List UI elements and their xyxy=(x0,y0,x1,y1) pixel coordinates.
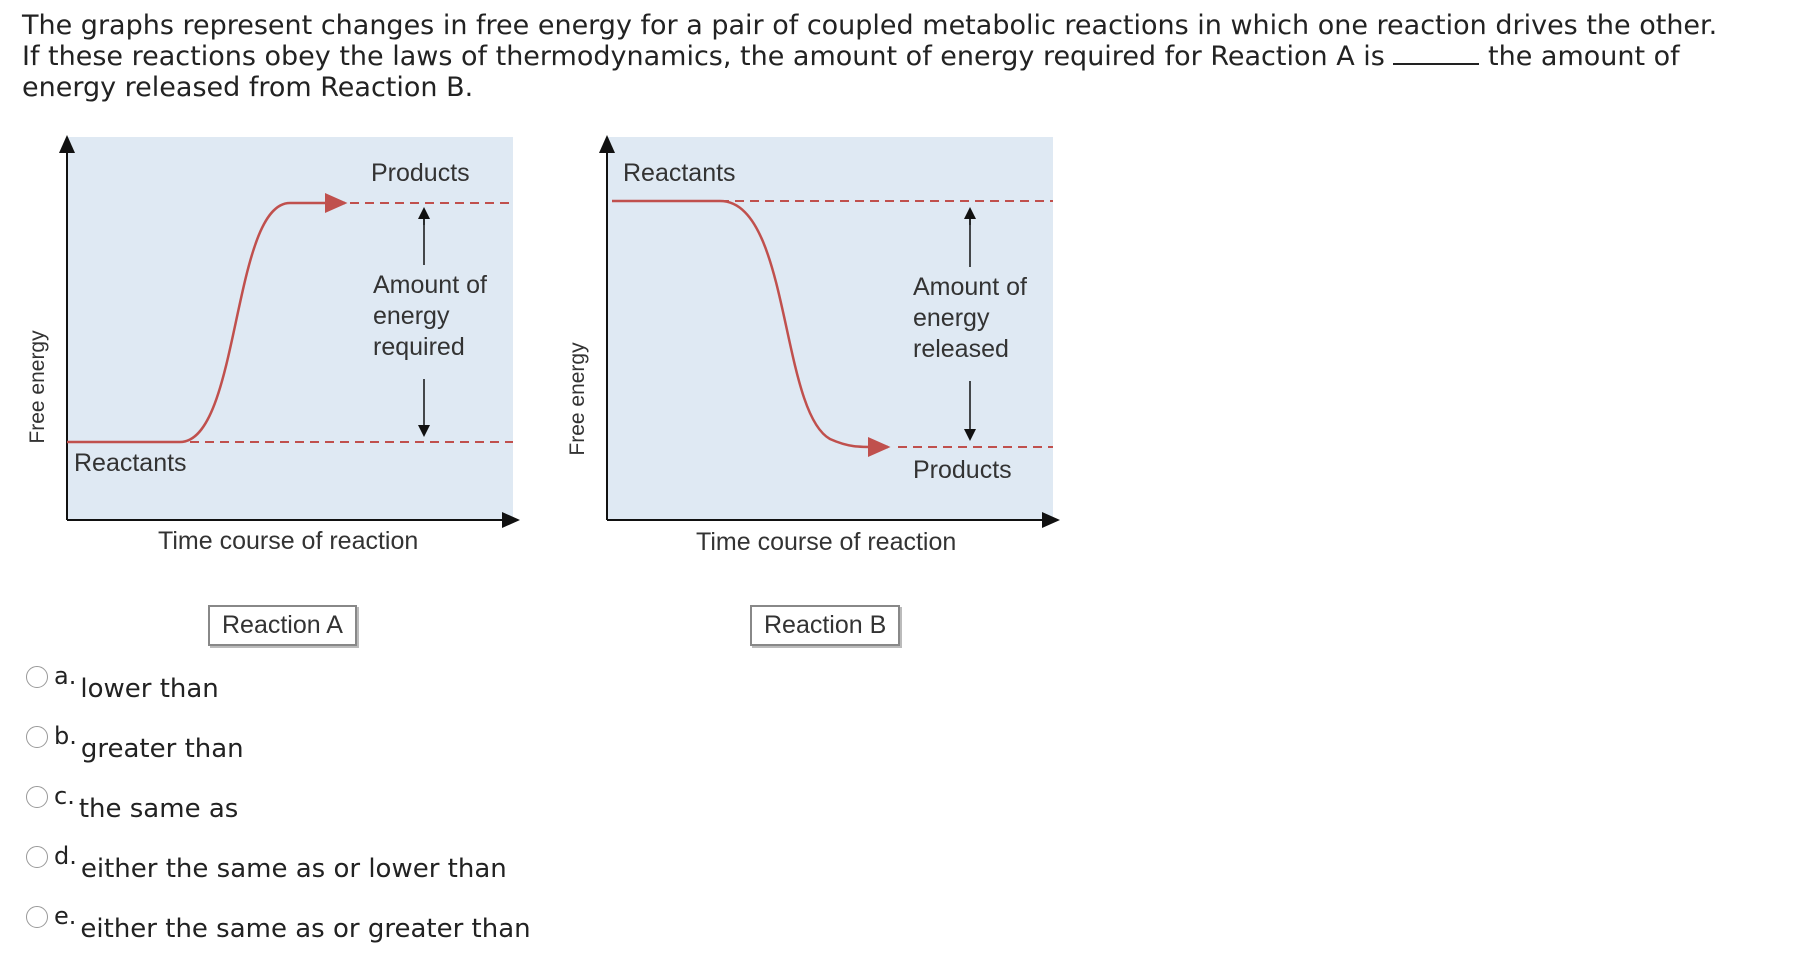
option-a[interactable]: a. lower than xyxy=(26,660,531,720)
option-d-text: either the same as or lower than xyxy=(80,854,507,884)
option-c-radio[interactable] xyxy=(26,786,48,808)
option-d[interactable]: d. either the same as or lower than xyxy=(26,840,531,900)
reaction-b-energy-curve xyxy=(612,199,891,458)
option-d-letter: d. xyxy=(54,842,77,870)
answer-blank xyxy=(1393,41,1480,65)
reaction-b-top-label: Reactants xyxy=(623,159,736,187)
reaction-a-energy-label-1: Amount of xyxy=(373,271,487,299)
reaction-b-energy-label-2: energy xyxy=(913,304,990,332)
option-c-letter: c. xyxy=(54,782,75,810)
reaction-a-x-label: Time course of reaction xyxy=(158,527,418,555)
option-b-text: greater than xyxy=(80,734,244,764)
reaction-b-energy-label-1: Amount of xyxy=(913,273,1027,301)
option-c-text: the same as xyxy=(78,794,239,824)
reaction-a-top-label: Products xyxy=(371,159,470,187)
option-e[interactable]: e. either the same as or greater than xyxy=(26,900,531,960)
reaction-a-energy-label-3: required xyxy=(373,333,465,361)
option-b-letter: b. xyxy=(54,722,77,750)
question-text: The graphs represent changes in free ene… xyxy=(22,10,1742,103)
option-c[interactable]: c. the same as xyxy=(26,780,531,840)
reaction-b-energy-label-3: released xyxy=(913,335,1009,363)
reaction-a-energy-curve xyxy=(67,193,348,444)
option-e-text: either the same as or greater than xyxy=(80,914,531,944)
option-a-radio[interactable] xyxy=(26,666,48,688)
option-b-radio[interactable] xyxy=(26,726,48,748)
reaction-b-caption: Reaction B xyxy=(750,605,901,646)
option-e-letter: e. xyxy=(54,902,77,930)
question-text-after: the amount of energy released from React… xyxy=(22,41,1680,103)
answer-options: a. lower than b. greater than c. the sam… xyxy=(26,660,531,960)
option-e-radio[interactable] xyxy=(26,906,48,928)
reaction-a-graph: Products Amount of energy required React… xyxy=(26,135,520,555)
energy-diagrams-figure: Products Amount of energy required React… xyxy=(0,125,1090,655)
reaction-b-bottom-label: Products xyxy=(913,456,1012,484)
question-text-before: The graphs represent changes in free ene… xyxy=(22,10,1718,72)
option-b[interactable]: b. greater than xyxy=(26,720,531,780)
reaction-a-bottom-label: Reactants xyxy=(74,449,187,477)
reaction-a-energy-label-2: energy xyxy=(373,302,450,330)
reaction-a-plot-area xyxy=(67,137,513,520)
reaction-b-x-label: Time course of reaction xyxy=(696,528,956,556)
option-a-text: lower than xyxy=(80,674,219,704)
option-d-radio[interactable] xyxy=(26,846,48,868)
reaction-a-y-label: Free energy xyxy=(26,330,49,444)
energy-diagrams-svg: Products Amount of energy required React… xyxy=(26,135,1060,556)
option-a-letter: a. xyxy=(54,662,77,690)
reaction-b-graph: Reactants Amount of energy released Prod… xyxy=(566,135,1060,556)
reaction-b-y-label: Free energy xyxy=(566,342,589,456)
reaction-a-caption: Reaction A xyxy=(208,605,357,646)
